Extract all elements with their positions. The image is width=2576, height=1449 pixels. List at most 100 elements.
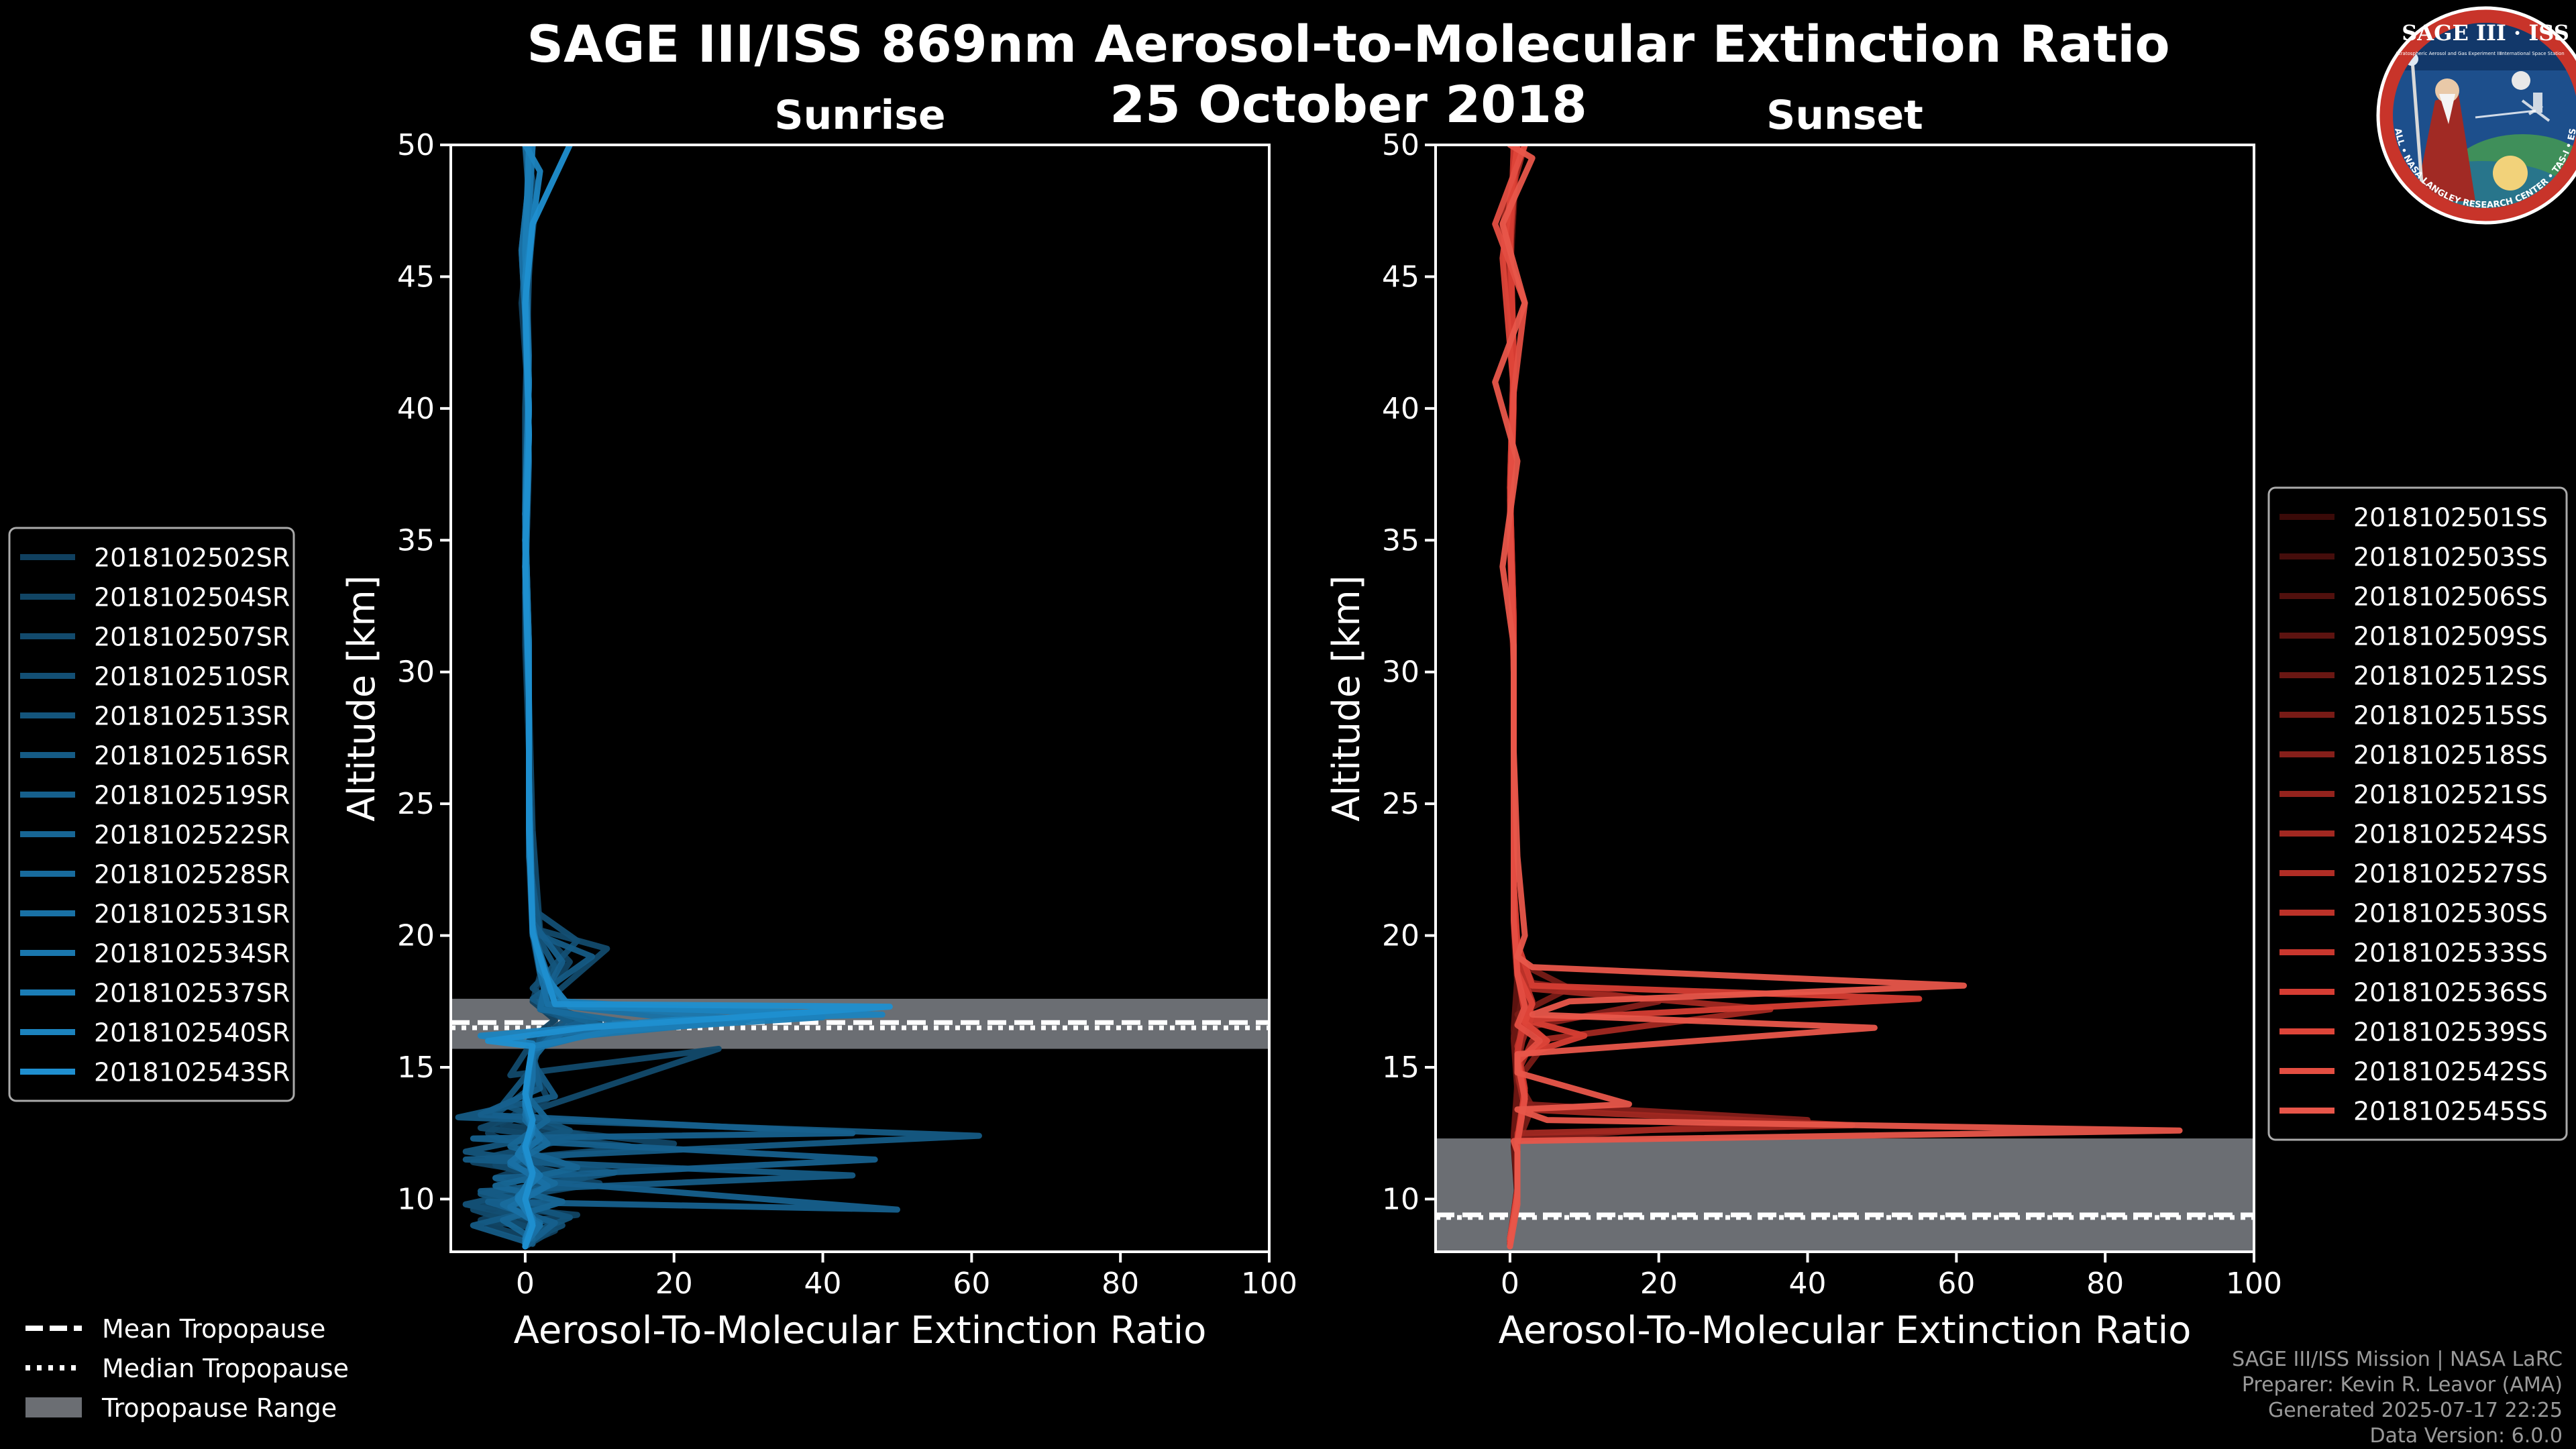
sunrise-legend-label: 2018102534SR [94, 939, 290, 969]
sunrise-legend-label: 2018102504SR [94, 583, 290, 612]
sunset-x-tick-label: 60 [1937, 1267, 1975, 1301]
sunrise-legend-label: 2018102531SR [94, 900, 290, 929]
sunrise-x-tick-label: 0 [516, 1267, 535, 1301]
sunrise-y-tick-label: 20 [397, 919, 435, 953]
sunset-y-tick-label: 30 [1382, 655, 1419, 690]
sunset-y-tick-label: 50 [1382, 128, 1419, 162]
sunrise-x-tick-label: 60 [953, 1267, 990, 1301]
sunset-legend-label: 2018102542SS [2353, 1057, 2548, 1087]
sunset-axes-frame [1434, 144, 2255, 1253]
sunset-y-ticks: 10 15 20 25 30 35 40 45 50 [1382, 128, 1436, 1216]
sunset-legend-label: 2018102524SS [2353, 820, 2548, 849]
sunset-y-tick-label: 15 [1382, 1051, 1419, 1085]
sunset-x-ticks: 0 20 40 60 80 100 [1501, 1252, 2282, 1301]
sunset-legend-label: 2018102518SS [2353, 741, 2548, 770]
sunrise-y-tick-label: 10 [397, 1182, 435, 1216]
tropopause-legend: Mean Tropopause Median Tropopause Tropopau… [25, 1314, 349, 1423]
sunrise-y-tick-label: 25 [397, 787, 435, 821]
sunset-legend-label: 2018102527SS [2353, 859, 2548, 889]
sunrise-legend-label: 2018102528SR [94, 860, 290, 890]
sunrise-panel: Sunrise 0 20 40 60 80 100 101520253035404550 … [340, 92, 1297, 1352]
sunset-x-tick-label: 100 [2226, 1267, 2282, 1301]
sunset-x-tick-label: 0 [1501, 1267, 1519, 1301]
logo-subtitle-left: Stratospheric Aerosol and Gas Experiment… [2396, 51, 2501, 56]
sunset-legend-label: 2018102512SS [2353, 661, 2548, 691]
sunset-x-tick-label: 20 [1640, 1267, 1678, 1301]
sunset-legend-label: 2018102501SS [2353, 503, 2548, 533]
sunset-legend-label: 2018102509SS [2353, 622, 2548, 651]
sage-figure-icon [2415, 94, 2475, 201]
sunset-legend: 2018102501SS 2018102503SS 2018102506SS 2018… [2267, 486, 2568, 1141]
sunset-tropopause-range [1436, 1138, 2254, 1252]
sunset-panel-title: Sunset [1766, 92, 1923, 139]
sunrise-legend-label: 2018102510SR [94, 662, 290, 692]
sunset-series-group [1492, 145, 2183, 1250]
sunrise-y-tick-label: 15 [397, 1051, 435, 1085]
series-2018102545SS [1492, 145, 2183, 1250]
sunrise-plot-area [451, 145, 1269, 1252]
figure-subtitle: 25 October 2018 [1110, 74, 1587, 134]
moon-icon [2512, 71, 2530, 90]
sunset-legend-label: 2018102503SS [2353, 543, 2548, 572]
sunrise-x-tick-label: 20 [655, 1267, 693, 1301]
series-2018102543SR [485, 145, 893, 1250]
sunset-x-axis-label: Aerosol-To-Molecular Extinction Ratio [1499, 1309, 2192, 1352]
sunset-legend-label: 2018102545SS [2353, 1097, 2548, 1126]
sunrise-axes-frame [449, 144, 1271, 1253]
tropopause-legend-label: Mean Tropopause [102, 1314, 325, 1344]
logo-title: SAGE III · ISS [2402, 20, 2569, 46]
sunrise-y-tick-label: 50 [397, 128, 435, 162]
credits: SAGE III/ISS Mission | NASA LaRC Prepare… [2232, 1348, 2563, 1448]
beard-icon [2439, 94, 2455, 124]
sunrise-x-tick-label: 40 [804, 1267, 842, 1301]
sunrise-legend-label: 2018102519SR [94, 781, 290, 810]
sunset-legend-frame [2267, 486, 2568, 1141]
sunset-y-tick-label: 40 [1382, 392, 1419, 426]
sunset-y-tick-label: 35 [1382, 523, 1419, 557]
credit-generated: Generated 2025-07-17 22:25 [2268, 1399, 2563, 1422]
sunrise-legend: 2018102502SR 2018102504SR 2018102507SR 2018… [8, 527, 295, 1102]
sunrise-panel-title: Sunrise [774, 92, 945, 139]
sunset-legend-label: 2018102506SS [2353, 582, 2548, 612]
sunset-x-tick-label: 80 [2086, 1267, 2124, 1301]
staff-icon [2410, 60, 2425, 202]
sunrise-y-axis-label: Altitude [km] [340, 575, 384, 821]
sun-icon [2493, 156, 2528, 191]
sunrise-x-tick-label: 100 [1241, 1267, 1297, 1301]
sunrise-x-ticks: 0 20 40 60 80 100 [516, 1252, 1297, 1301]
credit-data-version: Data Version: 6.0.0 [2370, 1424, 2563, 1448]
sunset-plot-area [1436, 145, 2254, 1252]
sunset-legend-label: 2018102530SS [2353, 899, 2548, 928]
sunrise-legend-frame [8, 527, 295, 1102]
sunset-y-tick-label: 45 [1382, 260, 1419, 294]
sunset-tropopause [1436, 1138, 2254, 1252]
logo-subtitle-right: International Space Station [2500, 51, 2564, 56]
sunset-legend-label: 2018102536SS [2353, 978, 2548, 1008]
credit-mission: SAGE III/ISS Mission | NASA LaRC [2232, 1348, 2563, 1371]
sunrise-legend-label: 2018102513SR [94, 702, 290, 731]
beam-icon [2475, 109, 2536, 119]
sunrise-legend-label: 2018102516SR [94, 741, 290, 771]
sunrise-legend-label: 2018102502SR [94, 543, 290, 573]
sunrise-x-tick-label: 80 [1102, 1267, 1139, 1301]
sunset-legend-label: 2018102539SS [2353, 1018, 2548, 1047]
sunset-legend-label: 2018102533SS [2353, 938, 2548, 968]
sunrise-legend-label: 2018102522SR [94, 820, 290, 850]
sunrise-legend-label: 2018102540SR [94, 1018, 290, 1048]
sunrise-y-tick-label: 45 [397, 260, 435, 294]
sunset-x-tick-label: 40 [1789, 1267, 1827, 1301]
figure-title: SAGE III/ISS 869nm Aerosol-to-Molecular … [527, 14, 2169, 74]
tropopause-legend-label: Median Tropopause [102, 1354, 349, 1383]
credit-preparer: Preparer: Kevin R. Leavor (AMA) [2242, 1373, 2563, 1397]
sunrise-series-group [455, 145, 982, 1250]
sunrise-legend-label: 2018102537SR [94, 979, 290, 1008]
sunrise-y-tick-label: 40 [397, 392, 435, 426]
sunset-y-tick-label: 20 [1382, 919, 1419, 953]
sunrise-y-ticks: 10 15 20 25 30 35 40 45 50 [397, 128, 451, 1216]
tropopause-legend-label: Tropopause Range [101, 1393, 337, 1423]
sunrise-x-axis-label: Aerosol-To-Molecular Extinction Ratio [514, 1309, 1207, 1352]
sunrise-y-tick-label: 35 [397, 523, 435, 557]
sunset-legend-label: 2018102521SS [2353, 780, 2548, 810]
sunset-y-axis-label: Altitude [km] [1325, 575, 1368, 821]
